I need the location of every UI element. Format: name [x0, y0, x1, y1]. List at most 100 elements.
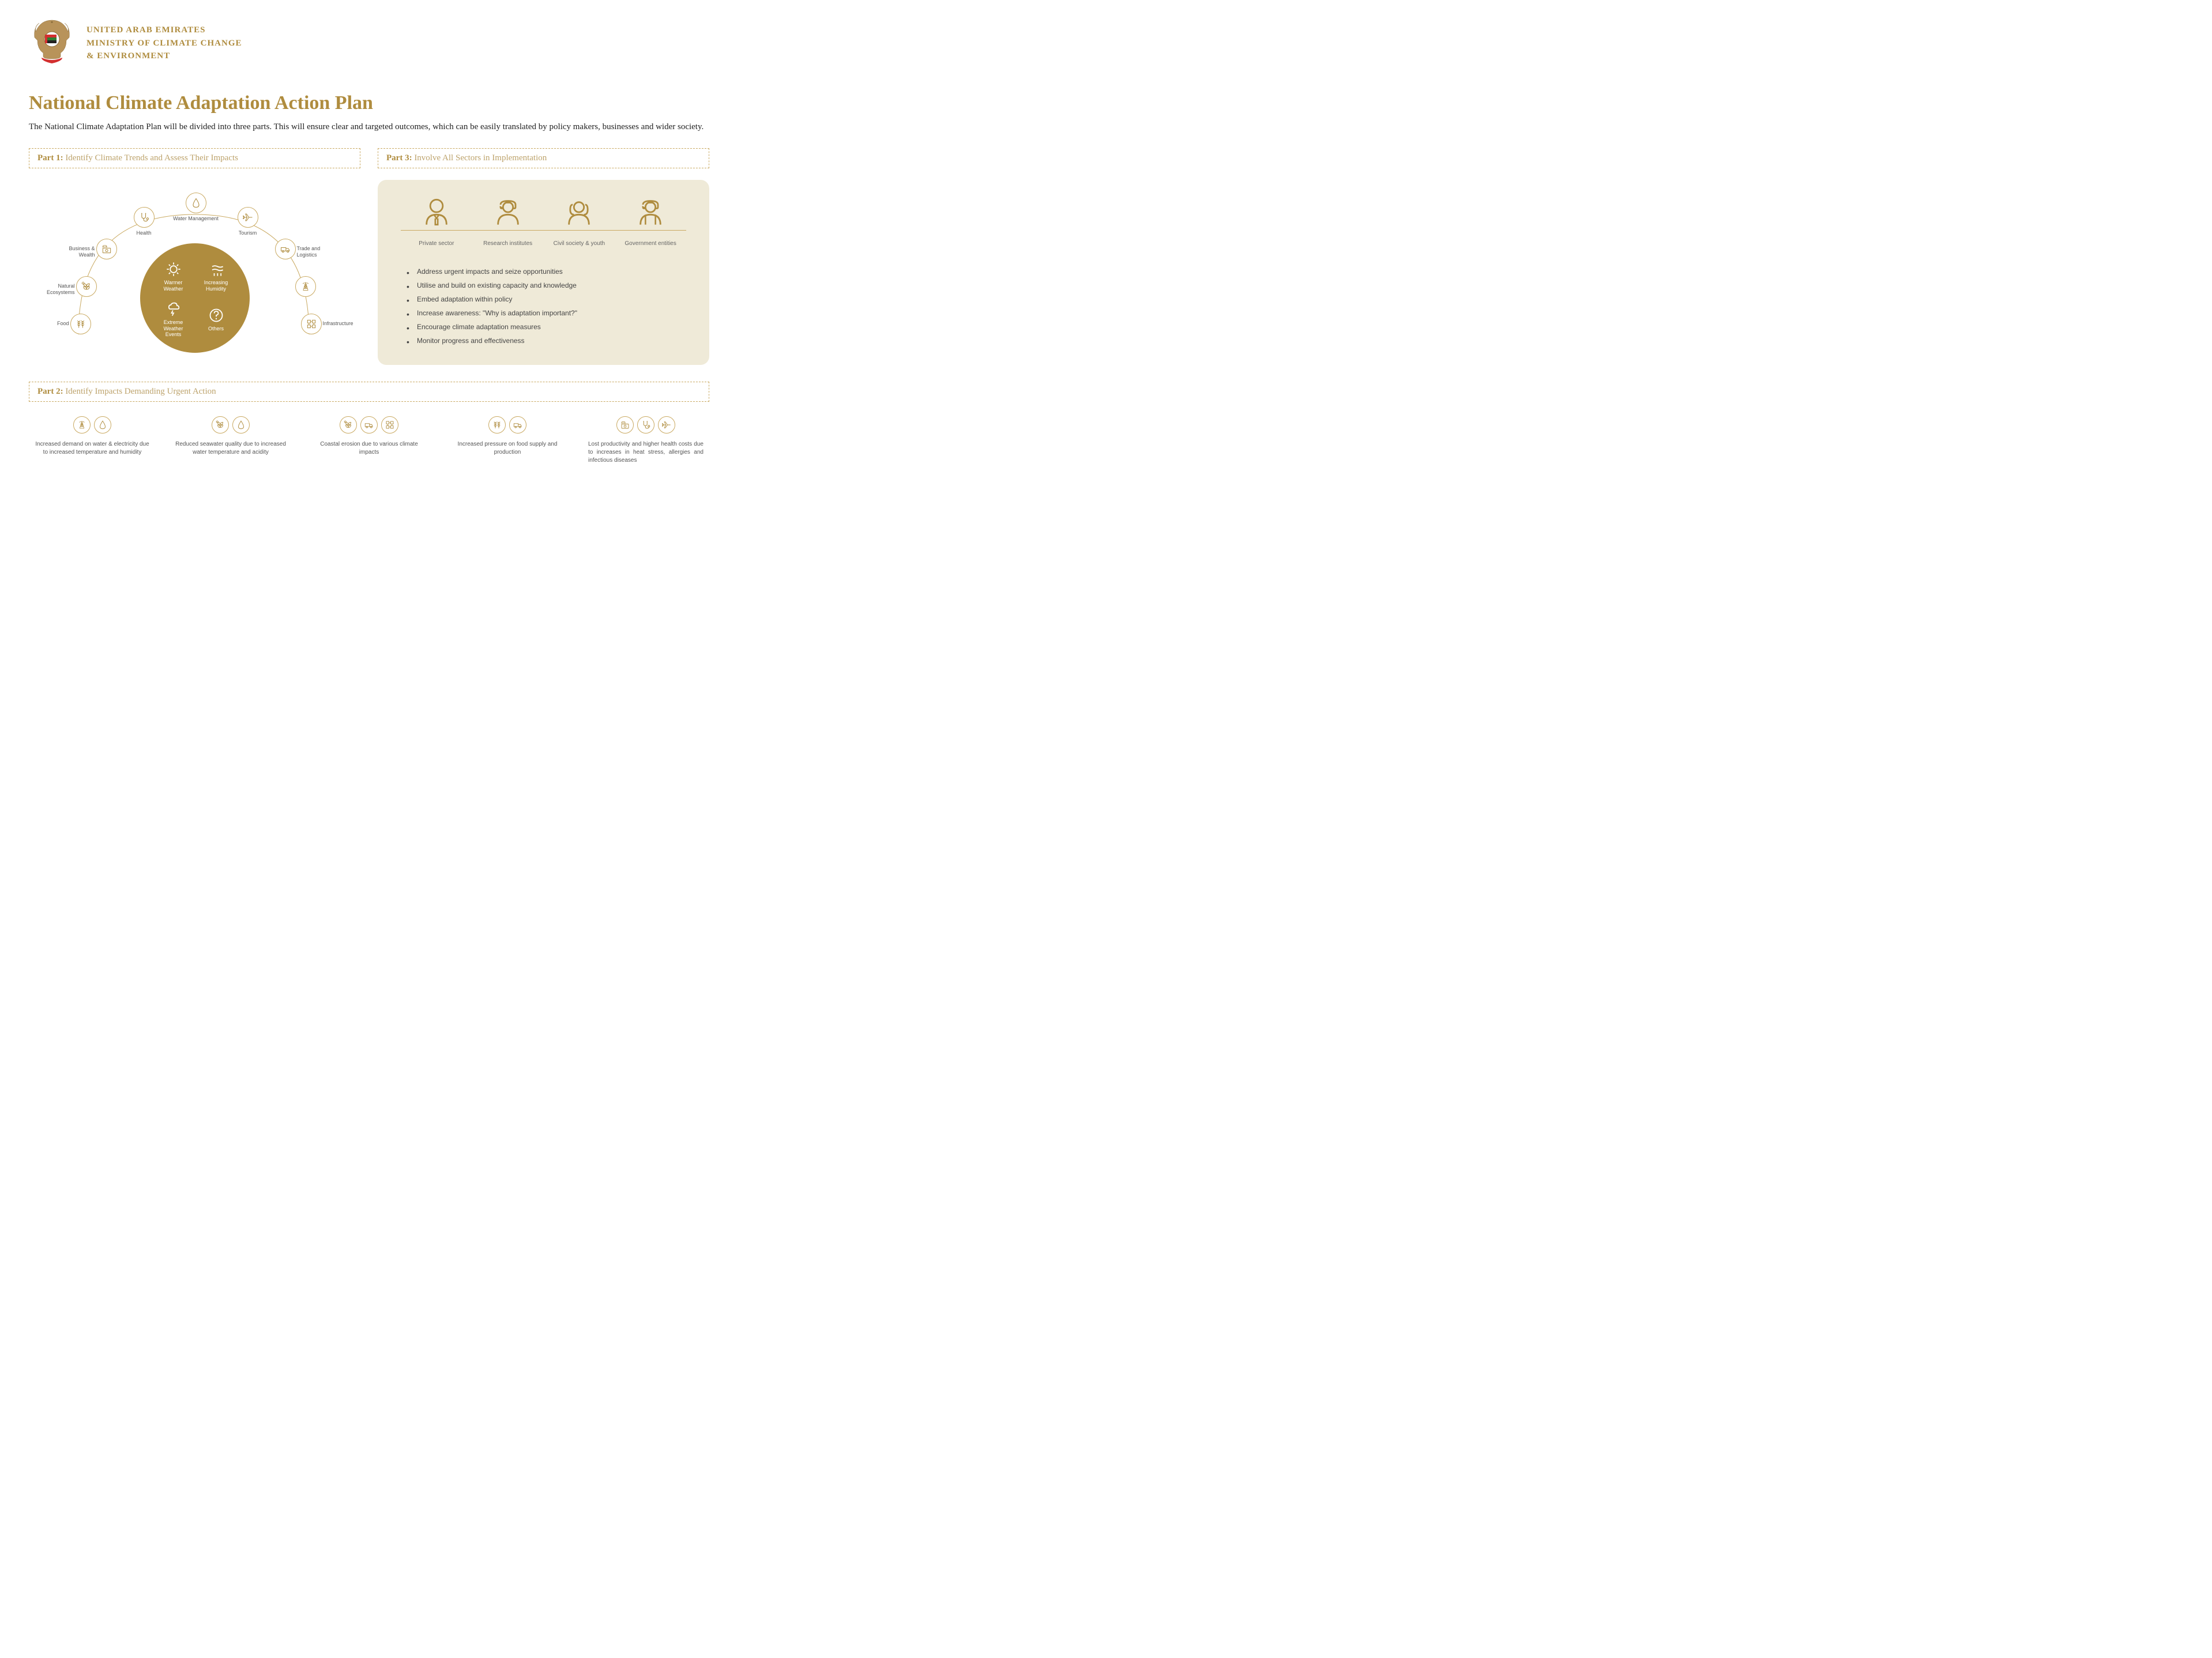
- part3-title: Involve All Sectors in Implementation: [414, 153, 547, 163]
- bullet-item: Address urgent impacts and seize opportu…: [407, 265, 686, 278]
- arc-node-label: Trade and Logistics: [297, 246, 337, 258]
- money-icon: [96, 239, 117, 259]
- impact-item: Reduced seawater quality due to increase…: [167, 416, 294, 465]
- bullet-item: Encourage climate adaptation measures: [407, 320, 686, 334]
- arc-node-label: Business & Wealth: [55, 246, 95, 258]
- steth-icon: [134, 207, 155, 228]
- center-item-label: Others: [208, 326, 224, 332]
- sector-label: Government entities: [622, 240, 679, 247]
- part1-header: Part 1: Identify Climate Trends and Asse…: [29, 148, 360, 168]
- drop-icon: [232, 416, 250, 434]
- part2-label: Part 2:: [37, 387, 63, 396]
- part1-title: Identify Climate Trends and Assess Their…: [65, 153, 238, 163]
- ministry-line1: UNITED ARAB EMIRATES: [86, 24, 242, 37]
- person-emirati-icon: [493, 197, 523, 230]
- sector-person-emirati2: [622, 197, 679, 230]
- part2-section: Part 2: Identify Impacts Demanding Urgen…: [29, 382, 709, 465]
- part3-bullets: Address urgent impacts and seize opportu…: [401, 265, 686, 348]
- intro-paragraph: The National Climate Adaptation Plan wil…: [29, 120, 709, 134]
- person-female-icon: [564, 197, 594, 230]
- impact-item: Lost productivity and higher health cost…: [582, 416, 709, 465]
- impact-icons: [73, 416, 111, 434]
- ministry-line2: MINISTRY OF CLIMATE CHANGE: [86, 37, 242, 50]
- bullet-item: Monitor progress and effectiveness: [407, 334, 686, 348]
- impact-text: Coastal erosion due to various climate i…: [311, 440, 427, 457]
- impact-item: Increased demand on water & electricity …: [29, 416, 156, 465]
- impact-icons: [616, 416, 675, 434]
- sector-label: Research institutes: [479, 240, 537, 247]
- arc-node-label: Natural Ecosystems: [35, 283, 75, 296]
- sector-label: Civil society & youth: [550, 240, 608, 247]
- center-item-humidity: IncreasingHumidity: [197, 258, 235, 296]
- ministry-name: UNITED ARAB EMIRATES MINISTRY OF CLIMATE…: [86, 24, 242, 63]
- sectors-row: [401, 197, 686, 231]
- wheat-icon: [488, 416, 506, 434]
- right-column: Part 3: Involve All Sectors in Implement…: [378, 148, 709, 376]
- truck-icon: [275, 239, 296, 259]
- money-icon: [616, 416, 634, 434]
- person-tie-icon: [422, 197, 452, 230]
- part1-diagram: WarmerWeather IncreasingHumidity ExtremeWe…: [33, 180, 356, 364]
- arc-node-label: Food: [29, 321, 69, 327]
- sector-person-tie: [408, 197, 465, 230]
- impact-text: Lost productivity and higher health cost…: [588, 440, 704, 465]
- arc-node-label: Water Management: [173, 216, 219, 222]
- arc-node-eco: Natural Ecosystems: [63, 276, 110, 297]
- uae-emblem: [29, 17, 75, 69]
- arc-node-infra: Infrastructure: [288, 314, 334, 334]
- wheat-icon: [70, 314, 91, 334]
- main-columns: Part 1: Identify Climate Trends and Asse…: [29, 148, 709, 376]
- part2-title: Identify Impacts Demanding Urgent Action: [65, 387, 216, 396]
- ministry-line3: & ENVIRONMENT: [86, 50, 242, 63]
- infra-icon: [301, 314, 322, 334]
- center-item-storm: ExtremeWeatherEvents: [155, 300, 193, 338]
- bullet-item: Increase awareness: "Why is adaptation i…: [407, 306, 686, 320]
- part1-label: Part 1:: [37, 153, 63, 163]
- impact-item: Increased pressure on food supply and pr…: [444, 416, 571, 465]
- page-title: National Climate Adaptation Action Plan: [29, 92, 709, 114]
- impact-item: Coastal erosion due to various climate i…: [306, 416, 432, 465]
- arc-node-truck: Trade and Logistics: [262, 239, 309, 259]
- sector-label: Private sector: [408, 240, 465, 247]
- part2-header: Part 2: Identify Impacts Demanding Urgen…: [29, 382, 709, 402]
- left-column: Part 1: Identify Climate Trends and Asse…: [29, 148, 360, 376]
- arc-node-label: Infrastructure: [323, 321, 363, 327]
- part3-label: Part 3:: [386, 153, 412, 163]
- arc-node-wheat: Food: [58, 314, 104, 334]
- impact-icons: [340, 416, 398, 434]
- tower-icon: [73, 416, 91, 434]
- person-emirati2-icon: [635, 197, 665, 230]
- arc-node-money: Business & Wealth: [84, 239, 130, 259]
- impact-icons: [488, 416, 526, 434]
- drop-icon: [186, 193, 206, 213]
- sector-person-emirati: [479, 197, 537, 230]
- part3-header: Part 3: Involve All Sectors in Implement…: [378, 148, 709, 168]
- page-header: UNITED ARAB EMIRATES MINISTRY OF CLIMATE…: [29, 17, 709, 69]
- drop-icon: [94, 416, 111, 434]
- plane-icon: [658, 416, 675, 434]
- eco-icon: [76, 276, 97, 297]
- truck-icon: [360, 416, 378, 434]
- sectors-panel: Private sector Research institutes Civil s…: [378, 180, 709, 365]
- impact-text: Reduced seawater quality due to increase…: [173, 440, 288, 457]
- center-circle: WarmerWeather IncreasingHumidity ExtremeWe…: [140, 243, 250, 353]
- impacts-row: Increased demand on water & electricity …: [29, 416, 709, 465]
- center-item-sun: WarmerWeather: [155, 258, 193, 296]
- impact-text: Increased pressure on food supply and pr…: [450, 440, 565, 457]
- sector-labels-row: Private sector Research institutes Civil s…: [401, 236, 686, 247]
- arc-node-label: Tourism: [239, 230, 257, 236]
- arc-node-steth: Health: [121, 207, 167, 236]
- bullet-item: Embed adaptation within policy: [407, 292, 686, 306]
- infra-icon: [381, 416, 398, 434]
- center-item-question: Others: [197, 300, 235, 338]
- arc-node-tower: [283, 276, 329, 297]
- plane-icon: [238, 207, 258, 228]
- center-item-label: IncreasingHumidity: [204, 280, 228, 292]
- eco-icon: [340, 416, 357, 434]
- impact-icons: [212, 416, 250, 434]
- arc-node-label: Health: [136, 230, 151, 236]
- arc-node-plane: Tourism: [225, 207, 271, 236]
- impact-text: Increased demand on water & electricity …: [35, 440, 150, 457]
- eco-icon: [212, 416, 229, 434]
- steth-icon: [637, 416, 654, 434]
